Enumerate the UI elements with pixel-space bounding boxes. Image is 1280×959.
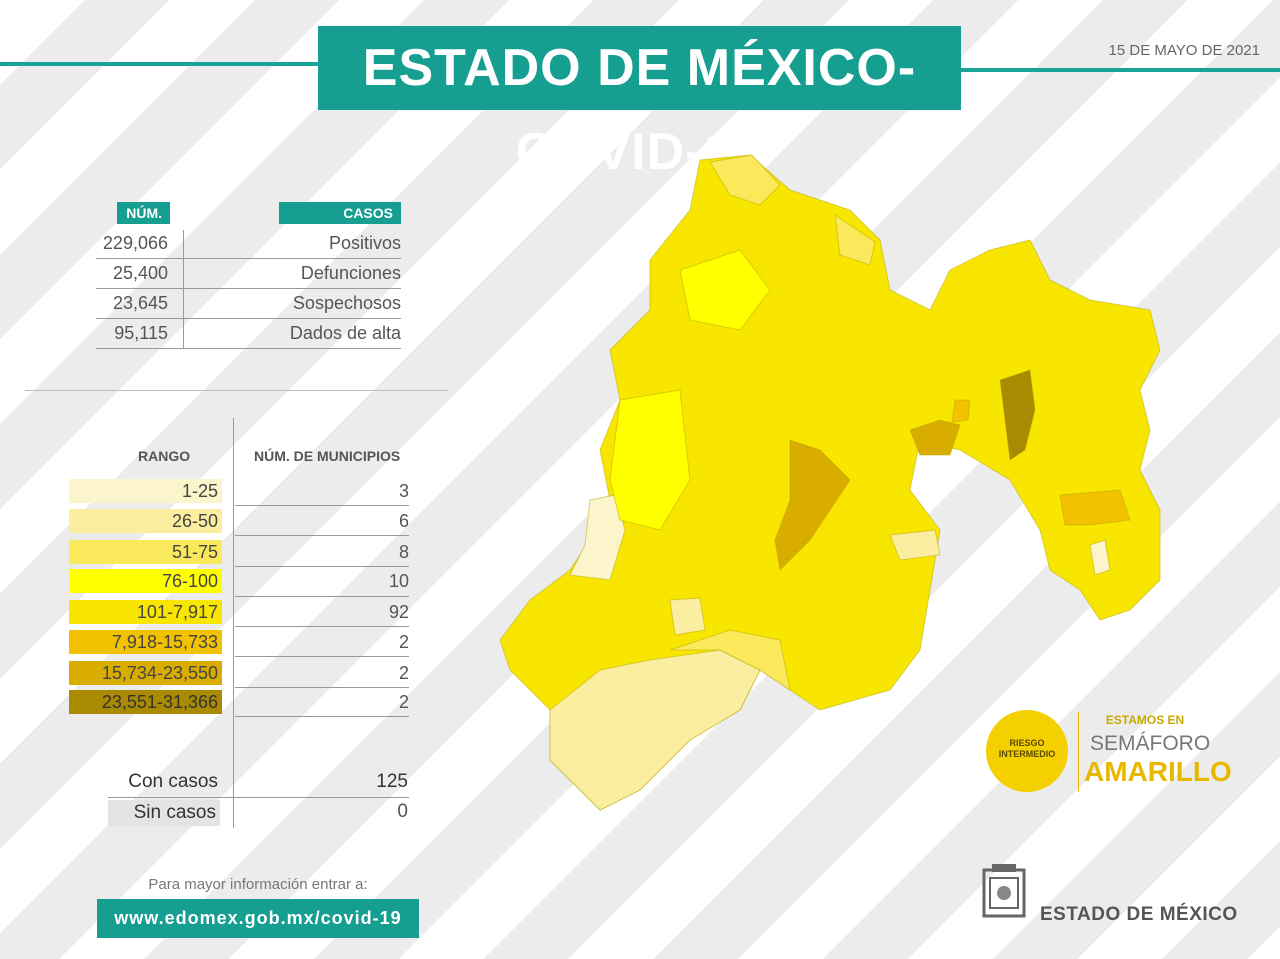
estamos-en-text: ESTAMOS EN — [1105, 713, 1185, 727]
map-region-center-pale — [889, 529, 941, 561]
sin-casos-value: 0 — [397, 801, 408, 822]
badge-line-1: RIESGO — [1009, 738, 1045, 748]
row-separator — [235, 626, 409, 627]
con-casos-label: Con casos — [128, 771, 218, 792]
row-separator — [235, 535, 409, 536]
map-region-darkest-1 — [999, 369, 1036, 461]
dados-de-alta-label: Dados de alta — [289, 323, 401, 343]
legend-count-4: 10 — [388, 571, 409, 591]
map-region-dark-2 — [909, 419, 961, 456]
map-region-orange-2 — [951, 399, 971, 423]
sospechosos-label: Sospechosos — [292, 293, 401, 313]
legend-range-4: 76-100 — [69, 569, 222, 593]
row-separator — [96, 318, 401, 319]
page-title: ESTADO DE MÉXICO-COVID-19 — [318, 26, 961, 181]
badge-line-2: INTERMEDIO — [998, 749, 1056, 759]
municipios-header: NÚM. DE MUNICIPIOS — [254, 448, 401, 464]
map-region-southwest-pale — [549, 649, 761, 811]
section-divider — [25, 390, 448, 391]
info-text: Para mayor información entrar a: — [148, 876, 368, 893]
semaforo-divider — [1078, 712, 1079, 792]
row-separator — [235, 716, 409, 717]
row-separator — [235, 687, 409, 688]
brand-name: ESTADO DE MÉXICO — [1040, 904, 1238, 925]
map-region-south-pale — [669, 597, 706, 636]
row-separator — [96, 288, 401, 289]
map-region-bright-2 — [679, 249, 771, 331]
map-region-toluca — [774, 439, 851, 572]
row-separator — [96, 348, 401, 349]
map-region-north-east-pale — [834, 213, 876, 266]
legend-range-2: 26-50 — [69, 509, 222, 533]
legend-count-8: 2 — [398, 692, 409, 712]
legend-range-5: 101-7,917 — [69, 600, 222, 624]
row-separator — [108, 797, 409, 798]
legend-range-3: 51-75 — [69, 540, 222, 564]
legend-count-7: 2 — [398, 663, 409, 683]
sospechosos-value: 23,645 — [112, 293, 168, 313]
semaforo-badge: RIESGO INTERMEDIO — [986, 710, 1068, 792]
map-region-southwest-mid — [669, 629, 791, 692]
legend-range-8: 23,551-31,366 — [69, 690, 222, 714]
map-region-east-pale — [1089, 539, 1111, 576]
row-separator — [235, 566, 409, 567]
covid-url-link[interactable]: www.edomex.gob.mx/covid-19 — [97, 899, 419, 938]
legend-range-6: 7,918-15,733 — [69, 630, 222, 654]
municipalities-map — [499, 154, 1161, 811]
legend-range-7: 15,734-23,550 — [69, 661, 222, 685]
defunciones-value: 25,400 — [112, 263, 168, 283]
legend-count-6: 2 — [398, 632, 409, 652]
legend-range-1: 1-25 — [69, 479, 222, 503]
row-separator — [235, 596, 409, 597]
map-region-orange — [1059, 489, 1131, 526]
legend-count-2: 6 — [398, 511, 409, 531]
dados-de-alta-value: 95,115 — [114, 323, 168, 343]
header-rule-right — [961, 68, 1280, 72]
rango-header: RANGO — [138, 448, 191, 464]
positivos-label: Positivos — [328, 233, 401, 253]
sin-casos-label: Sin casos — [108, 800, 220, 826]
legend-count-1: 3 — [398, 481, 409, 501]
amarillo-text: AMARILLO — [1084, 756, 1232, 787]
con-casos-value: 125 — [376, 771, 408, 792]
row-separator — [235, 505, 409, 506]
state-seal-icon — [978, 862, 1030, 924]
legend-count-3: 8 — [398, 542, 409, 562]
row-separator — [96, 258, 401, 259]
report-date: 15 DE MAYO DE 2021 — [1108, 42, 1260, 59]
legend-divider — [233, 418, 234, 828]
header-rule-left — [0, 62, 318, 66]
map-region-north-pale — [709, 154, 781, 206]
map-region-bright — [609, 389, 691, 531]
row-separator — [235, 656, 409, 657]
semaforo-text: SEMÁFORO — [1090, 732, 1211, 755]
casos-column-header: CASOS — [279, 202, 401, 224]
summary-divider — [183, 230, 184, 348]
defunciones-label: Defunciones — [300, 263, 401, 283]
positivos-value: 229,066 — [102, 233, 168, 253]
num-column-header: NÚM. — [117, 202, 170, 224]
legend-count-5: 92 — [388, 602, 409, 622]
